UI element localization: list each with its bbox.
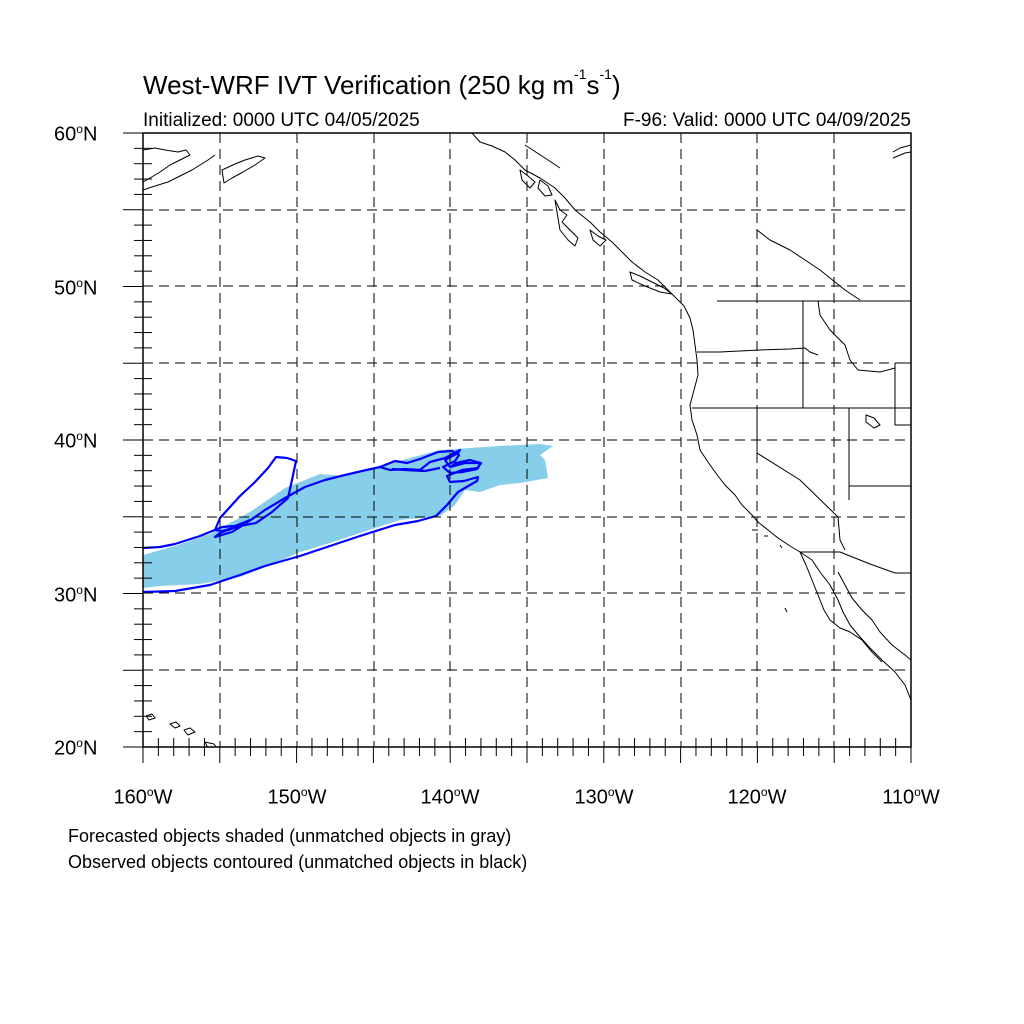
observed-object-contour-east	[379, 449, 483, 475]
chart-title: West-WRF IVT Verification (250 kg m-1s-1…	[143, 66, 621, 100]
initialized-label: Initialized: 0000 UTC 04/05/2025	[143, 110, 420, 131]
island-hawaii	[145, 713, 217, 747]
lon-label-150: 150oW	[267, 785, 327, 809]
footnote-forecast: Forecasted objects shaded (unmatched obj…	[68, 826, 512, 846]
valid-time-label: F-96: Valid: 0000 UTC 04/09/2025	[623, 110, 911, 131]
observed-object-contour-north	[213, 455, 298, 533]
border-interior-canada	[756, 229, 861, 301]
forecast-object-shaded	[143, 444, 553, 588]
border-ca-nv	[756, 408, 846, 551]
coastline-baja	[799, 551, 883, 663]
lon-label-120: 120oW	[727, 785, 787, 809]
border-id-mt	[817, 300, 896, 373]
axis-ticks	[123, 132, 912, 763]
footnote-observed: Observed objects contoured (unmatched ob…	[68, 852, 528, 872]
coastline-top-right	[892, 144, 911, 159]
coastline-gulf-california	[837, 571, 911, 661]
observed-object-contour-main	[143, 448, 482, 594]
lat-label-40: 40oN	[54, 429, 98, 453]
lat-label-50: 50oN	[54, 276, 98, 300]
lat-label-60: 60oN	[54, 122, 98, 146]
lon-label-140: 140oW	[420, 785, 480, 809]
border-wa-or	[697, 347, 819, 356]
coastline-north-america	[471, 133, 911, 701]
lat-label-20: 20oN	[54, 736, 98, 760]
lon-label-160: 160oW	[113, 785, 173, 809]
island-small	[752, 414, 881, 613]
coastline-alaska-peninsula	[143, 147, 266, 191]
lon-label-110: 110oW	[882, 785, 940, 809]
border-usa-mexico	[800, 551, 911, 574]
lat-label-30: 30oN	[54, 583, 98, 607]
island-archipelago	[519, 169, 673, 295]
border-ak-bc	[524, 144, 561, 169]
lon-label-130: 130oW	[574, 785, 634, 809]
